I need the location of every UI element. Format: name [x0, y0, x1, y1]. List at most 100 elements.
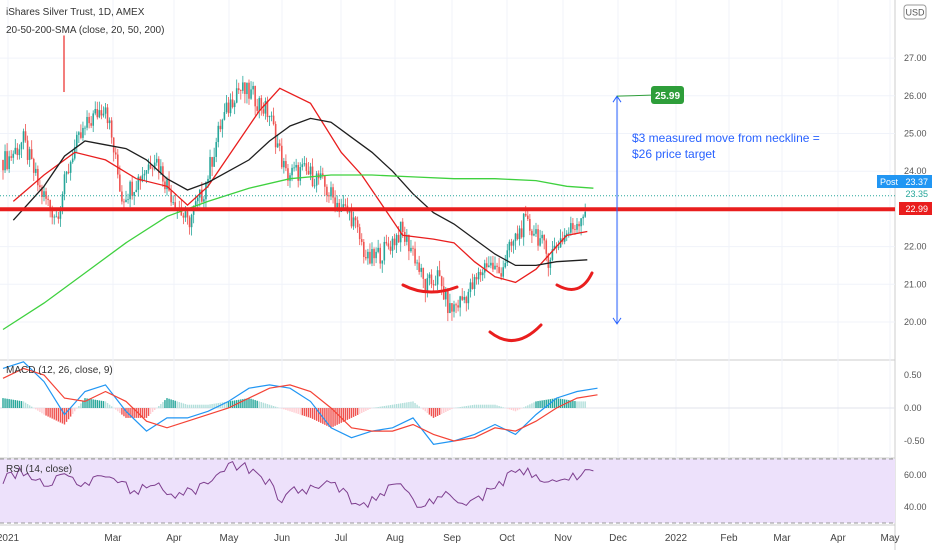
macd-histogram-bar: [102, 401, 105, 408]
macd-tick-label: -0.50: [904, 436, 925, 446]
macd-histogram-bar: [389, 405, 392, 408]
macd-histogram-bar: [523, 407, 525, 408]
macd-histogram-bar: [359, 408, 361, 414]
macd-histogram-bar: [307, 408, 310, 418]
macd-histogram-bar: [385, 405, 388, 408]
macd-histogram-bar: [326, 408, 328, 426]
macd-histogram-bar: [436, 408, 439, 416]
candle-body: [213, 156, 215, 167]
macd-histogram-bar: [217, 403, 219, 408]
candle-body: [518, 228, 521, 240]
y-tick-label: 25.00: [904, 129, 927, 139]
macd-histogram-bar: [473, 404, 476, 408]
macd-histogram-bar: [170, 399, 172, 408]
macd-histogram-bar: [221, 402, 224, 408]
post-price-tag: [877, 175, 932, 188]
macd-histogram-bar: [416, 404, 418, 408]
macd-histogram-bar: [291, 408, 293, 412]
candle-body: [244, 82, 246, 95]
macd-histogram-bar: [342, 408, 344, 422]
candle-body: [158, 158, 160, 173]
macd-histogram-bar: [498, 406, 500, 408]
candle-body: [387, 243, 390, 247]
macd-histogram-bar: [270, 405, 273, 408]
candle-body: [149, 164, 152, 169]
macd-histogram-bar: [121, 408, 123, 415]
macd-histogram-bar: [488, 404, 490, 408]
macd-histogram-bar: [248, 398, 250, 408]
candle-body: [221, 119, 224, 130]
macd-histogram-bar: [496, 405, 498, 408]
macd-histogram-bar: [346, 408, 349, 420]
candle-body: [119, 174, 121, 192]
candle-body: [246, 82, 248, 95]
candle-body: [328, 195, 330, 197]
candle-body: [570, 223, 572, 233]
candle-body: [94, 108, 97, 114]
candle-body: [227, 102, 230, 114]
macd-histogram-bar: [367, 408, 369, 410]
candle-body: [522, 213, 525, 238]
macd-histogram-bar: [299, 408, 301, 415]
candle-body: [155, 158, 158, 163]
macd-histogram-bar: [139, 408, 142, 418]
macd-histogram-bar: [28, 405, 31, 408]
macd-histogram-bar: [277, 407, 279, 408]
macd-histogram-bar: [281, 408, 283, 409]
candle-body: [289, 175, 291, 181]
macd-histogram-bar: [147, 408, 150, 416]
candle-body: [276, 143, 279, 148]
candle-body: [465, 296, 468, 304]
candle-body: [250, 89, 252, 99]
macd-histogram-bar: [539, 400, 541, 408]
candle-body: [350, 210, 353, 227]
annotation-text-2: $26 price target: [632, 147, 716, 161]
macd-histogram-bar: [484, 404, 486, 408]
candle-body: [127, 199, 129, 200]
candle-body: [184, 211, 187, 218]
macd-histogram-bar: [76, 408, 78, 409]
candle-body: [98, 110, 101, 118]
candle-body: [463, 296, 466, 300]
candle-body: [449, 303, 451, 314]
candle-body: [18, 149, 21, 156]
candle-body: [574, 229, 576, 230]
candle-body: [383, 241, 386, 261]
macd-histogram-bar: [449, 408, 451, 410]
macd-histogram-bar: [293, 408, 295, 413]
candle-body: [139, 176, 142, 182]
macd-histogram-bar: [205, 404, 207, 408]
macd-histogram-bar: [328, 408, 330, 427]
candle-body: [133, 191, 135, 196]
macd-histogram-bar: [332, 408, 334, 427]
x-tick-label: Jun: [274, 533, 290, 544]
candle-body: [223, 112, 226, 120]
candle-body: [549, 259, 552, 268]
macd-histogram-bar: [424, 408, 426, 412]
y-tick-label: 20.00: [904, 317, 927, 327]
macd-histogram-bar: [445, 408, 447, 412]
candle-body: [490, 262, 492, 266]
candle-body: [162, 166, 164, 182]
candle-body: [572, 223, 574, 230]
macd-histogram-bar: [2, 398, 4, 408]
rsi-tick-label: 60.00: [904, 470, 927, 480]
rsi-tick-label: 40.00: [904, 502, 927, 512]
currency-badge[interactable]: [903, 4, 927, 20]
macd-histogram-bar: [26, 404, 29, 408]
macd-histogram-bar: [465, 406, 467, 408]
candle-body: [49, 199, 51, 209]
x-tick-label: Dec: [609, 533, 627, 544]
macd-histogram-bar: [426, 408, 429, 413]
macd-histogram-bar: [24, 402, 27, 408]
macd-histogram-bar: [104, 401, 107, 408]
candle-body: [242, 82, 244, 91]
macd-histogram-bar: [151, 408, 154, 412]
candle-body: [469, 282, 472, 292]
candle-body: [473, 277, 476, 289]
candle-body: [35, 168, 37, 173]
macd-histogram-bar: [20, 401, 23, 408]
candle-body: [395, 234, 398, 246]
macd-histogram-bar: [381, 406, 383, 408]
